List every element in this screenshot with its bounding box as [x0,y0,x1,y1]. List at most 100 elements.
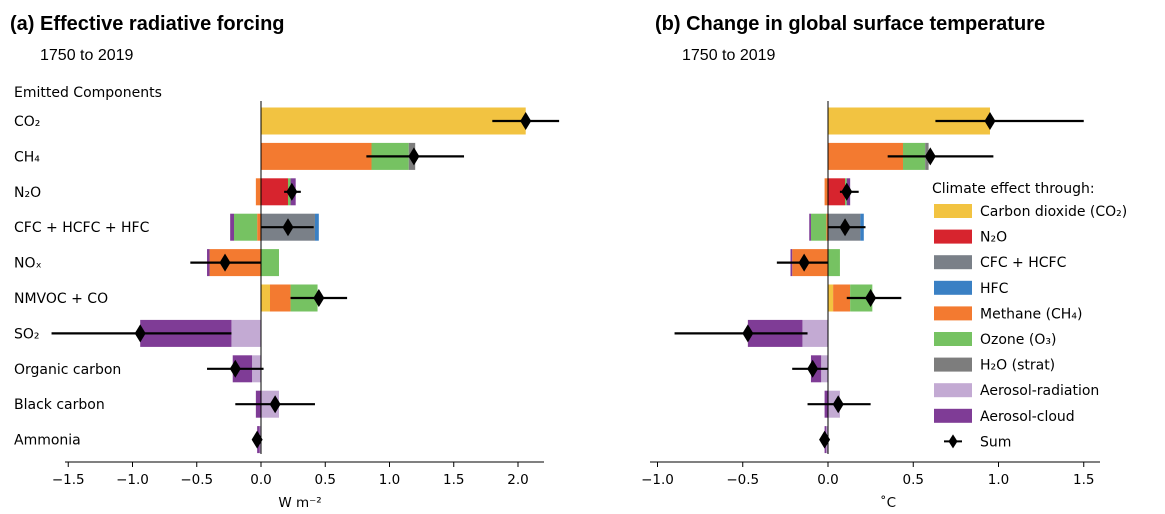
sum-marker [313,289,325,307]
category-label: CH₄ [14,149,40,165]
bar-segment [261,178,288,206]
legend-swatch [934,280,972,295]
x-tick-label: −1.0 [641,472,674,488]
bar-segment [828,249,840,277]
x-tick-label: 0.5 [315,472,336,488]
panel-b-subtitle: 1750 to 2019 [682,47,776,64]
panel-b-x-axis: −1.0 −0.5 0.0 0.5 1.0 1.5 [641,461,1100,488]
panel-b-title: (b) Change in global surface temperature [655,13,1045,35]
x-tick-label: 0.0 [817,472,838,488]
legend-label: Methane (CH₄) [980,306,1082,322]
legend-swatch [934,383,972,398]
panel-a-effective-radiative-forcing: (a) Effective radiative forcing 1750 to … [10,13,560,511]
bar-segment [270,284,291,312]
bar-segment [833,284,851,312]
x-tick-label: 2.0 [507,472,528,488]
legend-swatch [934,332,972,346]
sum-marker [134,324,146,343]
x-tick-label: −0.5 [180,472,213,488]
x-tick-label: 1.0 [988,472,1009,488]
legend-label: Sum [980,434,1011,450]
category-label: CO₂ [14,114,40,130]
panel-a-x-axis-label: W m⁻² [278,495,321,511]
bar-segment [824,178,828,206]
bar-segment [261,249,279,277]
bar-segment [230,213,235,241]
x-tick-label: −1.0 [116,472,149,488]
legend-label: HFC [980,281,1009,297]
panel-a-title: (a) Effective radiative forcing [10,13,285,35]
panel-a-category-labels: CO₂ CH₄ N₂O CFC + HCFC + HFC NOₓ NMVOC + CO SO… [14,114,150,449]
panel-a-bars [51,101,560,454]
category-label: NMVOC + CO [14,291,108,307]
sum-marker [807,359,819,378]
sum-marker [819,430,831,449]
sum-marker [269,395,281,414]
x-tick-label: −1.5 [52,472,85,488]
sum-marker [742,324,754,343]
panel-a-x-axis: −1.5 −1.0 −0.5 0.0 0.5 1.0 1.5 2.0 [52,461,544,488]
x-tick-label: −0.5 [726,472,759,488]
legend-swatch [934,255,972,270]
legend-swatch [934,408,972,423]
legend-label: Aerosol-cloud [980,409,1075,425]
bar-segment [828,178,846,206]
category-label: Black carbon [14,397,105,413]
legend-swatch [934,306,972,321]
x-tick-label: 1.5 [443,472,464,488]
legend-label: N₂O [980,230,1007,246]
sum-marker [924,147,936,166]
sum-marker [798,253,810,272]
sum-marker [865,289,877,307]
legend-label: H₂O (strat) [980,358,1055,374]
category-label: Organic carbon [14,362,121,378]
panel-b-x-axis-label: ˚C [880,494,896,511]
bar-segment [261,107,526,135]
legend-label: CFC + HCFC [980,255,1067,271]
sum-marker [286,182,298,201]
legend-label: Aerosol-radiation [980,383,1099,399]
legend-label: Ozone (O₃) [980,332,1056,348]
category-label: N₂O [14,185,41,201]
bar-segment [257,213,261,241]
sum-marker [832,395,844,414]
legend-title: Climate effect through: [932,181,1095,197]
sum-marker [229,359,241,378]
legend-sum-marker [948,434,958,449]
sum-marker [219,253,231,272]
sum-marker [984,112,996,130]
legend-swatch [934,357,972,372]
bar-segment [828,284,834,312]
panel-a-subtitle: 1750 to 2019 [40,47,134,64]
panel-b-change-in-global-surface-temperature: (b) Change in global surface temperature… [641,13,1100,511]
sum-marker [839,218,851,237]
panel-b-bars [674,101,1084,454]
category-label: CFC + HCFC + HFC [14,220,150,236]
bar-segment [809,213,811,241]
sum-marker [520,112,532,130]
category-label: SO₂ [14,326,40,342]
panel-a-group-label: Emitted Components [14,85,162,101]
bar-segment [261,142,372,170]
x-tick-label: 1.5 [1073,472,1094,488]
x-tick-label: 0.0 [250,472,271,488]
legend-items: Carbon dioxide (CO₂) N₂O CFC + HCFC HFC Meth… [934,204,1127,450]
legend: Climate effect through: Carbon dioxide (… [932,181,1127,450]
bar-segment [826,213,828,241]
bar-segment [314,213,319,241]
sum-marker [282,218,294,237]
x-tick-label: 0.5 [903,472,924,488]
bar-segment [261,284,270,312]
sum-marker [251,430,263,449]
category-label: NOₓ [14,256,42,272]
x-tick-label: 1.0 [379,472,400,488]
bar-segment [810,213,827,241]
legend-swatch [934,204,972,218]
bar-segment [231,319,261,347]
sum-marker [408,147,420,166]
sum-marker [841,182,853,201]
category-label: Ammonia [14,433,81,449]
bar-segment [234,213,258,241]
bar-segment [255,178,261,206]
